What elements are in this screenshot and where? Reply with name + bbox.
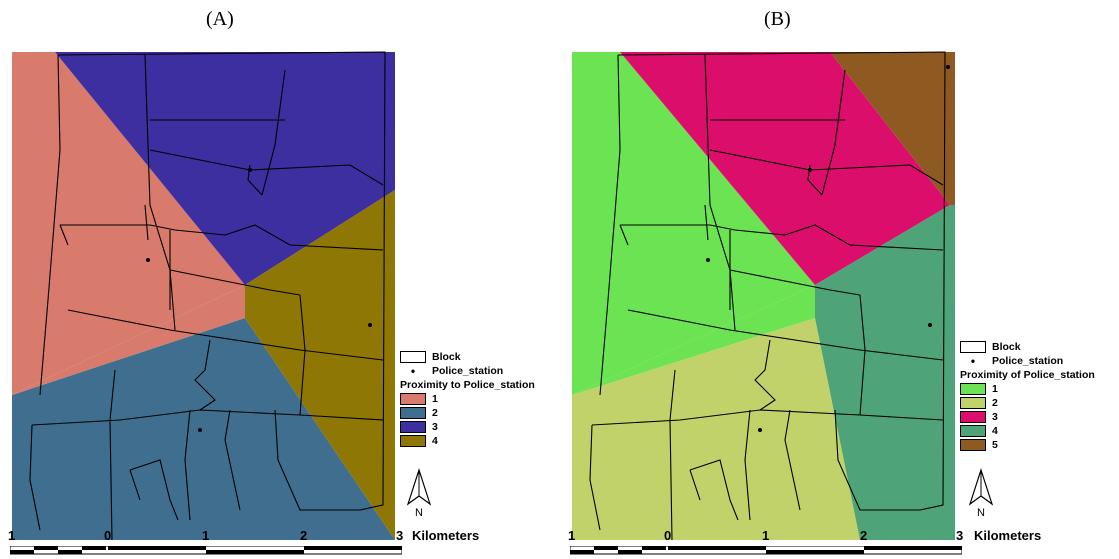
zone-b-3 — [620, 52, 950, 285]
legend-b-class-2-label: 2 — [992, 397, 998, 409]
legend-b-class-1: 1 — [960, 382, 1095, 396]
legend-b-block: Block — [960, 340, 1095, 354]
legend-a-station: • Police_station — [400, 364, 535, 378]
legend-b-class-3-label: 3 — [992, 411, 998, 423]
scale-b-tick-2: 1 — [762, 528, 770, 543]
police-station-b-1 — [706, 258, 710, 262]
zone-b-5 — [830, 52, 955, 205]
legend-b-class-4: 4 — [960, 424, 1095, 438]
legend-a-station-label: Police_station — [432, 365, 504, 377]
scale-a-tick-3: 2 — [300, 528, 308, 543]
scale-a-unit: Kilometers — [412, 528, 480, 543]
legend-a-class-3-label: 3 — [432, 421, 438, 433]
map-a — [12, 51, 395, 540]
north-arrow-label: N — [977, 507, 985, 518]
scale-bar-a — [10, 546, 402, 555]
legend-a-class-2: 2 — [400, 406, 535, 420]
swatch-a-2 — [400, 407, 426, 419]
block-swatch — [400, 351, 426, 363]
scale-a-tick-1: 0 — [104, 528, 112, 543]
scale-b-tick-0: 1 — [568, 528, 576, 543]
legend-a: Block • Police_station Proximity to Poli… — [400, 350, 535, 448]
block-lines-a — [29, 51, 386, 540]
zone-b-1-fill — [572, 285, 815, 395]
swatch-a-3 — [400, 421, 426, 433]
block-swatch — [960, 341, 986, 353]
legend-b-class-1-label: 1 — [992, 383, 998, 395]
police-station-a-3 — [368, 323, 372, 327]
swatch-b-5 — [960, 439, 986, 451]
panel-a-title: (A) — [206, 8, 234, 30]
legend-b-class-5: 5 — [960, 438, 1095, 452]
police-station-b-2 — [808, 168, 812, 172]
police-station-b-3 — [928, 323, 932, 327]
swatch-a-4 — [400, 435, 426, 447]
scale-bar-b — [570, 546, 962, 555]
zone-a-1 — [12, 52, 245, 395]
scale-a-tick-2: 1 — [202, 528, 210, 543]
legend-b-station-label: Police_station — [992, 355, 1064, 367]
legend-a-class-4: 4 — [400, 434, 535, 448]
police-station-symbol: • — [970, 354, 976, 368]
zone-a-1-border — [12, 285, 245, 395]
legend-a-class-2-label: 2 — [432, 407, 438, 419]
scale-a-tick-0: 1 — [8, 528, 16, 543]
legend-b-class-4-label: 4 — [992, 425, 998, 437]
swatch-b-3 — [960, 411, 986, 423]
police-station-a-2 — [248, 168, 252, 172]
zone-b-4 — [815, 205, 955, 540]
scale-a-tick-4: 3 — [396, 528, 404, 543]
swatch-b-1 — [960, 383, 986, 395]
zone-a-2 — [12, 318, 395, 540]
legend-a-title: Proximity to Police_station — [400, 379, 535, 391]
legend-b-class-3: 3 — [960, 410, 1095, 424]
north-arrow-icon: N — [406, 468, 432, 518]
legend-a-class-1: 1 — [400, 392, 535, 406]
scale-b-tick-1: 0 — [664, 528, 672, 543]
legend-a-block-label: Block — [432, 351, 461, 363]
swatch-a-1 — [400, 393, 426, 405]
map-b — [572, 51, 955, 540]
police-station-a-1 — [146, 258, 150, 262]
scale-b-tick-3: 2 — [860, 528, 868, 543]
legend-b-block-label: Block — [992, 341, 1021, 353]
legend-b-title: Proximity of Police_station — [960, 369, 1095, 381]
legend-a-class-1-label: 1 — [432, 393, 438, 405]
legend-a-class-4-label: 4 — [432, 435, 438, 447]
zone-a-3 — [55, 52, 395, 285]
swatch-b-2 — [960, 397, 986, 409]
legend-a-class-3: 3 — [400, 420, 535, 434]
zone-b-1 — [572, 52, 815, 395]
legend-a-block: Block — [400, 350, 535, 364]
scale-b-tick-4: 3 — [956, 528, 964, 543]
legend-b: Block • Police_station Proximity of Poli… — [960, 340, 1095, 452]
scale-b-unit: Kilometers — [974, 528, 1042, 543]
panel-b-title: (B) — [764, 8, 791, 30]
police-station-symbol: • — [410, 364, 416, 378]
legend-b-class-2: 2 — [960, 396, 1095, 410]
north-arrow-icon: N — [968, 468, 994, 518]
police-station-b-4 — [758, 428, 762, 432]
swatch-b-4 — [960, 425, 986, 437]
legend-b-station: • Police_station — [960, 354, 1095, 368]
police-station-b-5 — [946, 65, 950, 69]
police-station-a-4 — [198, 428, 202, 432]
legend-b-class-5-label: 5 — [992, 439, 998, 451]
zone-b-2 — [572, 318, 860, 540]
zone-a-4 — [245, 190, 395, 540]
north-arrow-label: N — [415, 507, 423, 518]
block-lines-b — [589, 51, 946, 540]
